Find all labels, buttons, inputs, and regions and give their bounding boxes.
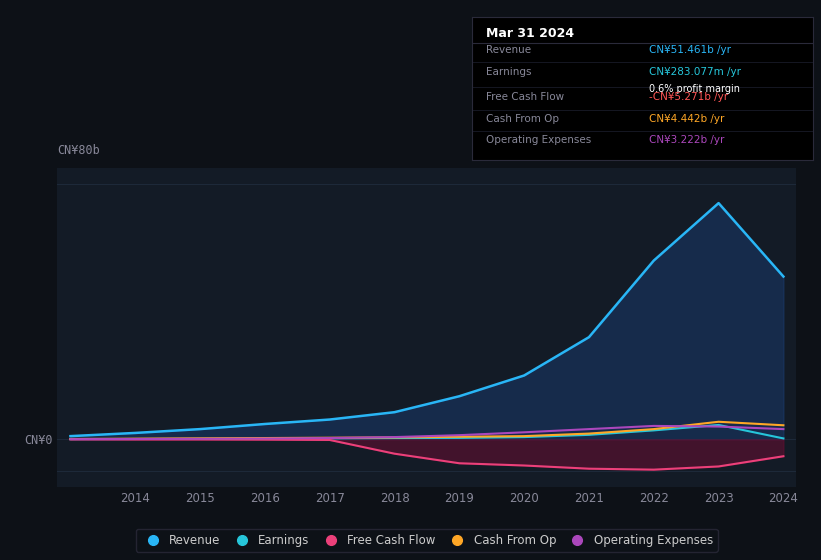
Text: CN¥51.461b /yr: CN¥51.461b /yr (649, 45, 732, 55)
Legend: Revenue, Earnings, Free Cash Flow, Cash From Op, Operating Expenses: Revenue, Earnings, Free Cash Flow, Cash … (136, 529, 718, 552)
Text: Earnings: Earnings (486, 67, 531, 77)
Text: Revenue: Revenue (486, 45, 531, 55)
Text: CN¥283.077m /yr: CN¥283.077m /yr (649, 67, 741, 77)
Text: CN¥80b: CN¥80b (57, 144, 100, 157)
Text: Free Cash Flow: Free Cash Flow (486, 92, 564, 102)
Text: Operating Expenses: Operating Expenses (486, 136, 591, 146)
Text: CN¥4.442b /yr: CN¥4.442b /yr (649, 114, 725, 124)
Text: Cash From Op: Cash From Op (486, 114, 559, 124)
Text: CN¥3.222b /yr: CN¥3.222b /yr (649, 136, 725, 146)
Text: 0.6% profit margin: 0.6% profit margin (649, 84, 741, 94)
Text: Mar 31 2024: Mar 31 2024 (486, 27, 574, 40)
Text: -CN¥5.271b /yr: -CN¥5.271b /yr (649, 92, 728, 102)
